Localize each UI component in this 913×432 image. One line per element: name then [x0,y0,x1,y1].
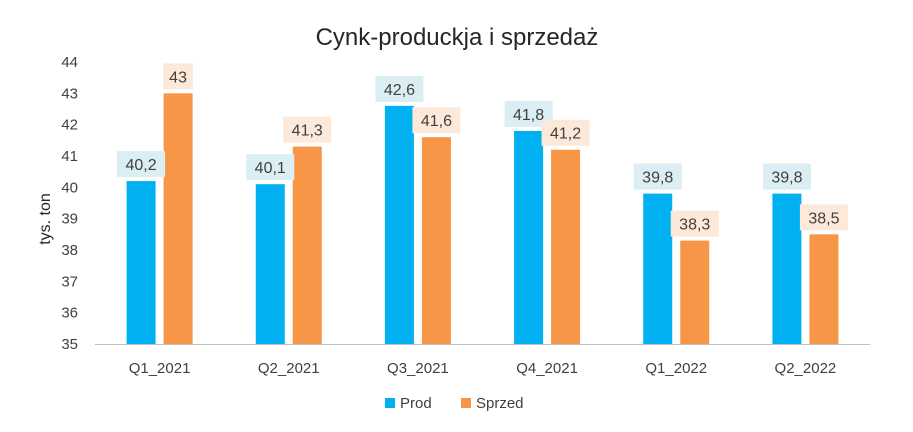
bar-prod-q4_2021 [514,130,544,344]
data-label-sprzed: 43 [169,69,187,86]
data-label-prod: 41,8 [513,107,544,124]
legend: Prod Sprzed [385,395,524,412]
data-label-background [375,75,424,102]
y-tick-label: 35 [61,336,78,353]
data-label-background [163,63,194,90]
y-tick-label: 41 [61,148,78,165]
x-tick-label: Q1_2021 [129,360,191,377]
data-label-background [633,163,682,190]
data-label-sprzed: 41,6 [421,113,452,130]
y-tick-label: 39 [61,211,78,228]
data-label-background [762,163,811,190]
y-tick-label: 36 [61,305,78,322]
bar-prod-q1_2021 [126,181,156,344]
y-tick-label: 44 [61,54,78,71]
data-label-background [117,151,166,178]
data-label-background [246,154,295,181]
legend-label-prod: Prod [400,395,432,412]
y-tick-label: 37 [61,273,78,290]
data-label-prod: 42,6 [384,82,415,99]
data-label-background [412,107,461,134]
x-axis-ticks: Q1_2021 Q2_2021 Q3_2021 Q4_2021 Q1_2022 Q2_20… [129,360,837,377]
data-label-prod: 39,8 [771,170,802,187]
bar-prod-q3_2021 [384,105,414,344]
data-label-prod: 39,8 [642,170,673,187]
bar-sprzed-q2_2021 [292,146,322,344]
x-tick-label: Q1_2022 [645,360,707,377]
data-label-sprzed: 41,2 [550,126,581,143]
bar-sprzed-q1_2021 [163,93,193,344]
legend-label-sprzed: Sprzed [476,395,524,412]
bar-prod-q2_2021 [255,184,285,344]
bar-sprzed-q3_2021 [421,137,451,344]
bar-prod-q2_2022 [772,193,802,344]
bar-prod-q1_2022 [643,193,673,344]
x-tick-label: Q2_2021 [258,360,320,377]
y-axis-label: tys. ton [37,193,54,245]
bar-sprzed-q1_2022 [680,240,710,344]
y-tick-label: 38 [61,242,78,259]
x-tick-label: Q4_2021 [516,360,578,377]
x-tick-label: Q3_2021 [387,360,449,377]
data-label-background [670,210,719,237]
x-tick-label: Q2_2022 [775,360,837,377]
data-label-sprzed: 41,3 [292,123,323,140]
legend-swatch-prod [385,398,395,408]
data-label-sprzed: 38,3 [679,217,710,234]
bar-sprzed-q4_2021 [551,149,581,344]
bar-sprzed-q2_2022 [809,234,839,344]
y-tick-label: 43 [61,85,78,102]
data-labels-group: 40,2 43 40,1 41,3 42,6 41,6 41,8 41,2 39,8 38,3 39… [117,63,848,237]
bars-group [126,93,839,344]
y-tick-label: 42 [61,117,78,134]
chart-title: Cynk-produckja i sprzedaż [316,24,599,51]
y-tick-label: 40 [61,179,78,196]
data-label-prod: 40,1 [255,160,286,177]
data-label-background [283,116,332,143]
data-label-sprzed: 38,5 [808,210,839,227]
data-label-prod: 40,2 [126,157,157,174]
y-axis-ticks: 35 36 37 38 39 40 41 42 43 44 [61,54,78,353]
data-label-background [799,204,848,231]
data-label-background [541,119,590,146]
legend-swatch-sprzed [461,398,471,408]
